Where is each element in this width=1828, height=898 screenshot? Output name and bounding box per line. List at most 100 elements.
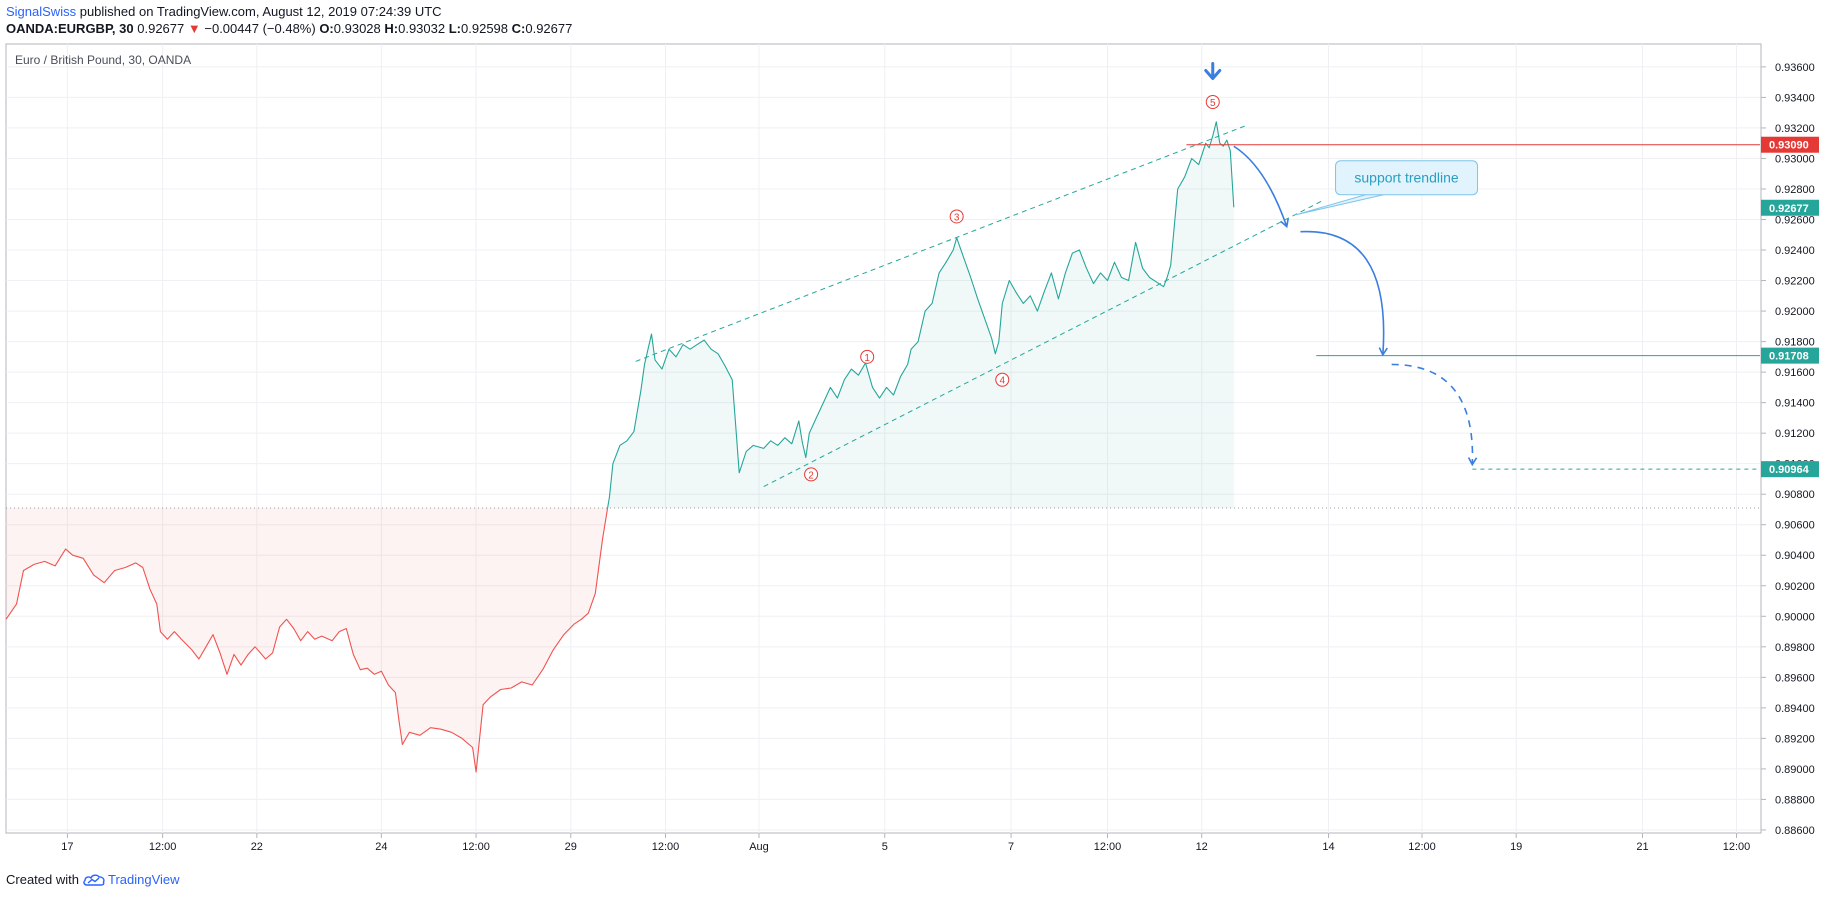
callout-pointer — [1295, 194, 1384, 216]
y-tick-label: 0.90000 — [1775, 611, 1815, 623]
x-tick-label: 12:00 — [1723, 841, 1751, 853]
x-tick-label: 12:00 — [1094, 841, 1122, 853]
wave-marker-5 — [1205, 94, 1220, 109]
high-label: H: — [384, 21, 399, 36]
y-tick-label: 0.93400 — [1775, 92, 1815, 104]
wave-label-2: 2 — [808, 470, 814, 481]
resistance-price-label: 0.93090 — [1769, 140, 1809, 152]
support-trendline-label: support trendline — [1354, 170, 1459, 186]
price-change: −0.00447 (−0.48%) — [204, 21, 316, 36]
current-price-label-bg — [1761, 199, 1819, 216]
tradingview-link[interactable]: TradingView — [108, 872, 180, 887]
footer: Created with TradingView — [6, 872, 180, 887]
price-series — [5, 121, 1760, 773]
y-tick-label: 0.93200 — [1775, 123, 1815, 135]
y-tick-label: 0.89200 — [1775, 733, 1815, 745]
y-tick-label: 0.91600 — [1775, 367, 1815, 379]
y-tick-label: 0.91800 — [1775, 337, 1815, 349]
published-text: published on TradingView.com, August 12,… — [79, 4, 442, 19]
price-line-up — [607, 121, 1235, 508]
analysis-overlays: 1 2 3 4 5 support trendline — [635, 62, 1760, 488]
down-arrow-icon — [1204, 69, 1222, 81]
x-tick-label: 5 — [882, 841, 888, 853]
y-tick-label: 0.89800 — [1775, 642, 1815, 654]
y-tick-label: 0.90200 — [1775, 581, 1815, 593]
x-tick-label: 14 — [1322, 841, 1334, 853]
close-value: 0.92677 — [525, 21, 573, 36]
x-tick-label: 12:00 — [652, 841, 680, 853]
change-down-icon: ▼ — [187, 21, 201, 36]
y-tick-label: 0.89400 — [1775, 703, 1815, 715]
wave-label-3: 3 — [954, 212, 960, 223]
target1-price-label: 0.91708 — [1769, 351, 1809, 363]
x-tick-label: 22 — [251, 841, 263, 853]
current-price-label: 0.92677 — [1769, 203, 1809, 215]
price-axis[interactable]: 0.93600 0.93400 0.93200 0.93000 0.92800 0.926… — [1760, 44, 1819, 837]
y-tick-label: 0.91200 — [1775, 428, 1815, 440]
y-tick-label: 0.88800 — [1775, 794, 1815, 806]
target2-price-label-bg — [1761, 461, 1819, 478]
y-tick-label: 0.92600 — [1775, 215, 1815, 227]
wave-marker-1 — [860, 349, 875, 364]
x-tick-label: 17 — [61, 841, 73, 853]
y-tick-label: 0.92400 — [1775, 245, 1815, 257]
wave-label-5: 5 — [1210, 98, 1216, 109]
y-tick-label: 0.88600 — [1775, 825, 1815, 837]
y-tick-label: 0.90400 — [1775, 550, 1815, 562]
open-value: 0.93028 — [333, 21, 381, 36]
target2-price-label: 0.90964 — [1769, 464, 1810, 476]
y-tick-label: 0.92000 — [1775, 306, 1815, 318]
price-line-down — [5, 507, 609, 773]
close-label: C: — [511, 21, 526, 36]
x-tick-label: 7 — [1008, 841, 1014, 853]
x-tick-label: 12:00 — [462, 841, 490, 853]
low-label: L: — [448, 21, 462, 36]
wave-label-1: 1 — [864, 353, 870, 364]
created-with-text: Created with — [6, 872, 79, 887]
publish-info: SignalSwiss published on TradingView.com… — [6, 4, 442, 20]
y-tick-label: 0.93600 — [1775, 62, 1815, 74]
high-value: 0.93032 — [398, 21, 446, 36]
x-tick-label: 24 — [375, 841, 387, 853]
y-tick-label: 0.89000 — [1775, 764, 1815, 776]
tradingview-cloud-icon — [82, 874, 105, 886]
forecast-arrow-1 — [1233, 145, 1289, 229]
forecast-arrow-2 — [1300, 230, 1388, 357]
wave-marker-2 — [804, 467, 819, 482]
channel-upper-line — [635, 124, 1249, 362]
area-fills — [6, 121, 1234, 772]
target1-price-label-bg — [1761, 347, 1819, 364]
area-fill-up — [607, 121, 1234, 508]
low-value: 0.92598 — [461, 21, 509, 36]
chart-title: Euro / British Pound, 30, OANDA — [15, 53, 191, 67]
x-tick-label: 12 — [1196, 841, 1208, 853]
y-tick-label: 0.90800 — [1775, 489, 1815, 501]
x-tick-label: 29 — [565, 841, 577, 853]
y-tick-label: 0.93000 — [1775, 153, 1815, 165]
y-tick-label: 0.91400 — [1775, 398, 1815, 410]
grid — [6, 44, 1760, 833]
x-tick-label: 12:00 — [149, 841, 177, 853]
x-tick-label: Aug — [749, 841, 769, 853]
author-link[interactable]: SignalSwiss — [6, 4, 77, 19]
last-price: 0.92677 — [137, 21, 185, 36]
y-tick-label: 0.92200 — [1775, 276, 1815, 288]
symbol-quote-line: OANDA:EURGBP, 30 0.92677 ▼ −0.00447 (−0.… — [6, 21, 572, 37]
wave-marker-4 — [995, 372, 1010, 387]
wave-marker-3 — [949, 209, 964, 224]
time-axis[interactable]: 17 12:00 22 24 12:00 29 12:00 Aug 5 7 12:00 12 14 12:… — [61, 833, 1750, 853]
forecast-arrow-3 — [1391, 363, 1478, 467]
resistance-price-label-bg — [1761, 136, 1819, 153]
y-tick-label: 0.90600 — [1775, 520, 1815, 532]
y-tick-label: 0.92800 — [1775, 184, 1815, 196]
y-tick-label: 0.89600 — [1775, 672, 1815, 684]
x-tick-label: 12:00 — [1408, 841, 1436, 853]
x-tick-label: 19 — [1510, 841, 1522, 853]
area-fill-down — [6, 507, 608, 772]
wave-label-4: 4 — [999, 376, 1005, 387]
open-label: O: — [319, 21, 334, 36]
channel-lower-line — [763, 200, 1322, 488]
symbol-name: OANDA:EURGBP, 30 — [6, 21, 134, 36]
x-tick-label: 21 — [1636, 841, 1648, 853]
